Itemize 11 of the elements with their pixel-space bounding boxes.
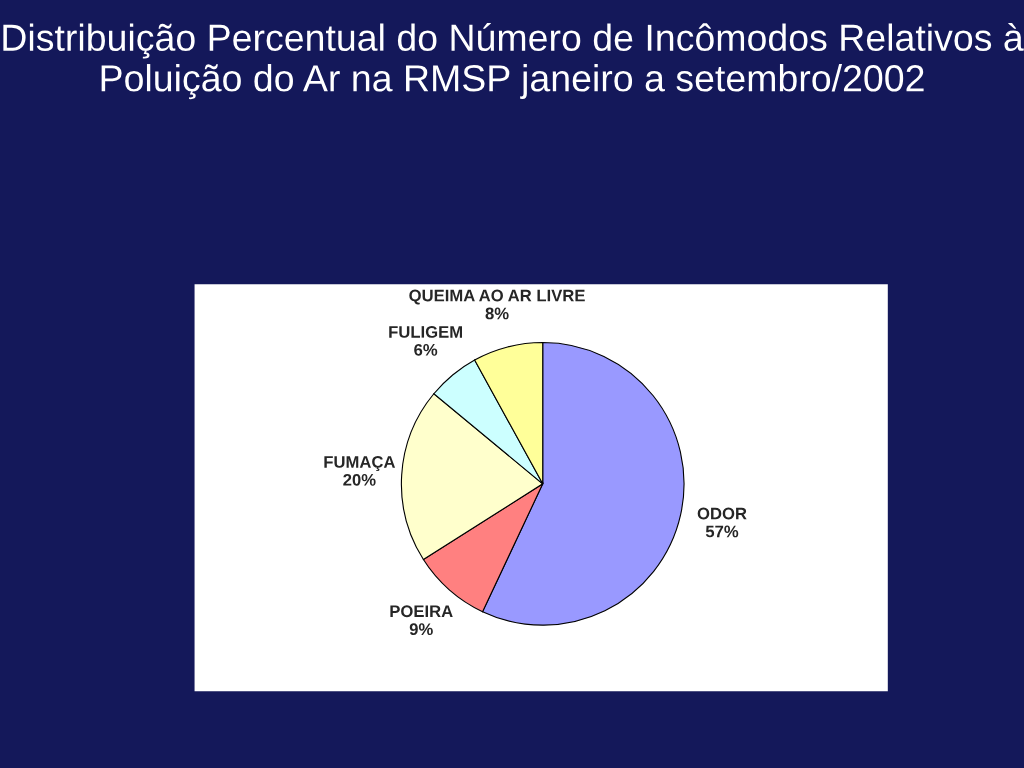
slice-label: FUMAÇA xyxy=(324,456,396,472)
data-label: 57% xyxy=(705,525,739,538)
slice-label: ODOR xyxy=(697,507,747,520)
data-label: 6% xyxy=(414,343,438,356)
slice-label: POEIRA xyxy=(390,605,453,618)
data-label: 9% xyxy=(409,623,433,636)
chart-title: Distribuição Percentual do Número de Incômodos Relativos à Poluição do Ar na RMSP janeiro a setembro/2002 xyxy=(3,23,1024,100)
slice-label: FULIGEM xyxy=(389,325,462,338)
data-label: 20% xyxy=(343,473,376,486)
data-label: 8% xyxy=(485,307,509,320)
slice-label: QUEIMA AO AR LIVRE xyxy=(409,289,585,305)
